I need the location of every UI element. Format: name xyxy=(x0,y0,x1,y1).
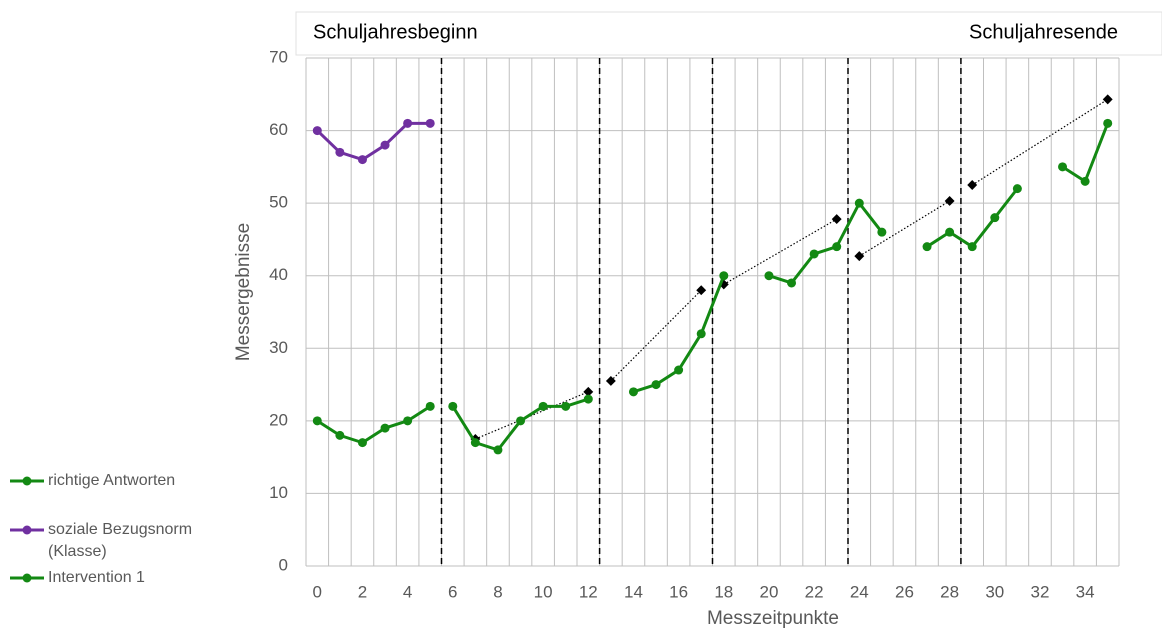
x-tick-label: 28 xyxy=(940,582,959,601)
data-point xyxy=(312,416,322,426)
data-point xyxy=(922,242,932,252)
trend-line xyxy=(971,98,1109,186)
data-point xyxy=(403,118,413,128)
y-tick-label: 70 xyxy=(269,47,288,66)
y-tick-label: 50 xyxy=(269,193,288,212)
data-point xyxy=(854,198,864,208)
trend-marker xyxy=(696,285,707,296)
legend-label: richtige Antworten xyxy=(48,472,176,489)
annotation: Schuljahresende xyxy=(969,21,1118,43)
x-tick-label: 10 xyxy=(534,582,553,601)
y-tick-label: 0 xyxy=(279,555,288,574)
trend-marker xyxy=(605,375,616,386)
trend-line xyxy=(610,289,702,382)
x-tick-label: 30 xyxy=(985,582,1004,601)
trend-marker xyxy=(1102,94,1113,105)
data-point xyxy=(403,416,413,426)
legend-label: soziale Bezugsnorm (Klasse) xyxy=(48,521,193,560)
data-point xyxy=(1103,118,1113,128)
legend-swatch-dot xyxy=(22,525,32,535)
trend-line xyxy=(723,218,838,285)
y-axis-label: Messergebnisse xyxy=(233,223,254,361)
trend-line xyxy=(858,200,950,257)
data-point xyxy=(1012,184,1022,194)
data-point xyxy=(425,401,435,411)
data-point xyxy=(674,365,684,375)
data-point xyxy=(380,423,390,433)
data-point xyxy=(425,118,435,128)
data-point xyxy=(967,242,977,252)
data-point xyxy=(696,329,706,339)
x-tick-label: 2 xyxy=(358,582,367,601)
data-point xyxy=(945,227,955,237)
x-tick-label: 4 xyxy=(403,582,412,601)
data-point xyxy=(719,271,729,281)
data-point xyxy=(357,155,367,165)
data-point xyxy=(1058,162,1068,172)
x-axis-label: Messzeitpunkte xyxy=(707,608,839,628)
data-point xyxy=(628,387,638,397)
legend-swatch-dot xyxy=(22,476,32,486)
data-point xyxy=(787,278,797,288)
y-tick-label: 20 xyxy=(269,410,288,429)
x-tick-label: 8 xyxy=(493,582,502,601)
trend-marker xyxy=(831,214,842,225)
x-tick-label: 14 xyxy=(624,582,643,601)
data-point xyxy=(448,401,458,411)
trend-marker xyxy=(583,386,594,397)
x-tick-label: 12 xyxy=(579,582,598,601)
data-point xyxy=(764,271,774,281)
data-point xyxy=(1080,176,1090,186)
data-point xyxy=(380,140,390,150)
x-tick-label: 16 xyxy=(669,582,688,601)
x-tick-label: 20 xyxy=(759,582,778,601)
x-tick-label: 22 xyxy=(805,582,824,601)
y-tick-label: 30 xyxy=(269,338,288,357)
legend-swatch-dot xyxy=(22,573,32,583)
data-point xyxy=(809,249,819,259)
data-point xyxy=(832,242,842,252)
y-tick-label: 60 xyxy=(269,120,288,139)
y-tick-label: 40 xyxy=(269,265,288,284)
data-point xyxy=(493,445,503,455)
data-point xyxy=(470,438,480,448)
data-point xyxy=(312,126,322,136)
x-tick-label: 32 xyxy=(1030,582,1049,601)
data-point xyxy=(651,380,661,390)
header-box xyxy=(295,11,1162,56)
trend-line xyxy=(475,391,589,440)
data-point xyxy=(335,147,345,157)
data-point xyxy=(561,401,571,411)
legend-label: Intervention 1 xyxy=(48,569,145,586)
x-tick-label: 24 xyxy=(850,582,869,601)
data-point xyxy=(516,416,526,426)
x-tick-label: 0 xyxy=(313,582,322,601)
x-tick-label: 34 xyxy=(1076,582,1095,601)
trend-marker xyxy=(967,180,978,190)
x-tick-label: 18 xyxy=(714,582,733,601)
data-point xyxy=(583,394,593,404)
data-point xyxy=(335,430,345,440)
trend-marker xyxy=(944,196,955,206)
data-point xyxy=(990,213,1000,223)
trend-marker xyxy=(854,251,865,262)
data-point xyxy=(877,227,887,237)
annotation: Schuljahresbeginn xyxy=(313,21,478,43)
y-tick-label: 10 xyxy=(269,483,288,502)
data-point xyxy=(357,438,367,448)
x-tick-label: 26 xyxy=(895,582,914,601)
x-tick-label: 6 xyxy=(448,582,457,601)
data-point xyxy=(538,401,548,411)
